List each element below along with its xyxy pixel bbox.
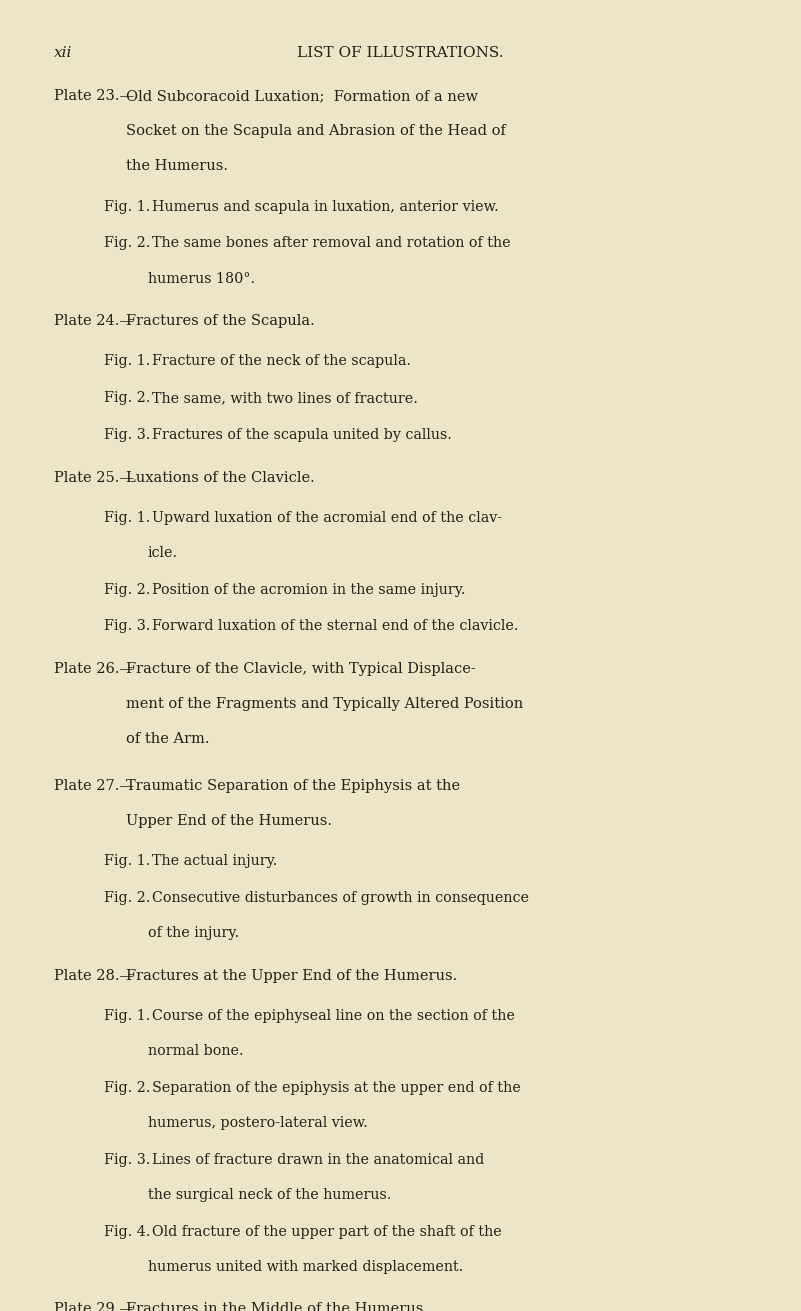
- Text: Plate 26.—: Plate 26.—: [54, 662, 134, 676]
- Text: Fig. 2.: Fig. 2.: [104, 582, 151, 597]
- Text: Lines of fracture drawn in the anatomical and: Lines of fracture drawn in the anatomica…: [152, 1152, 485, 1167]
- Text: Fig. 1.: Fig. 1.: [104, 853, 151, 868]
- Text: Fig. 2.: Fig. 2.: [104, 1080, 151, 1095]
- Text: Fig. 4.: Fig. 4.: [104, 1224, 151, 1239]
- Text: Fig. 3.: Fig. 3.: [104, 619, 151, 633]
- Text: Plate 23.—: Plate 23.—: [54, 89, 134, 104]
- Text: Consecutive disturbances of growth in consequence: Consecutive disturbances of growth in co…: [152, 890, 529, 905]
- Text: Fracture of the neck of the scapula.: Fracture of the neck of the scapula.: [152, 354, 412, 368]
- Text: Plate 29.—: Plate 29.—: [54, 1302, 134, 1311]
- Text: Fractures of the Scapula.: Fractures of the Scapula.: [126, 315, 315, 328]
- Text: Fig. 2.: Fig. 2.: [104, 890, 151, 905]
- Text: Plate 25.—: Plate 25.—: [54, 471, 134, 485]
- Text: Fig. 1.: Fig. 1.: [104, 1008, 151, 1023]
- Text: icle.: icle.: [148, 545, 178, 560]
- Text: Old Subcoracoid Luxation;  Formation of a new: Old Subcoracoid Luxation; Formation of a…: [126, 89, 478, 104]
- Text: Fracture of the Clavicle, with Typical Displace-: Fracture of the Clavicle, with Typical D…: [126, 662, 476, 676]
- Text: Fig. 1.: Fig. 1.: [104, 199, 151, 214]
- Text: xii: xii: [54, 46, 72, 60]
- Text: the Humerus.: the Humerus.: [126, 160, 228, 173]
- Text: Plate 24.—: Plate 24.—: [54, 315, 134, 328]
- Text: Fig. 2.: Fig. 2.: [104, 391, 151, 405]
- Text: humerus united with marked displacement.: humerus united with marked displacement.: [148, 1260, 463, 1274]
- Text: Traumatic Separation of the Epiphysis at the: Traumatic Separation of the Epiphysis at…: [126, 779, 460, 793]
- Text: Fractures at the Upper End of the Humerus.: Fractures at the Upper End of the Humeru…: [126, 969, 457, 983]
- Text: Fig. 1.: Fig. 1.: [104, 354, 151, 368]
- Text: ment of the Fragments and Typically Altered Position: ment of the Fragments and Typically Alte…: [126, 697, 523, 711]
- Text: Upward luxation of the acromial end of the clav-: Upward luxation of the acromial end of t…: [152, 511, 502, 524]
- Text: Socket on the Scapula and Abrasion of the Head of: Socket on the Scapula and Abrasion of th…: [126, 125, 506, 138]
- Text: Plate 28.—: Plate 28.—: [54, 969, 134, 983]
- Text: Course of the epiphyseal line on the section of the: Course of the epiphyseal line on the sec…: [152, 1008, 515, 1023]
- Text: The same bones after removal and rotation of the: The same bones after removal and rotatio…: [152, 236, 511, 250]
- Text: The actual injury.: The actual injury.: [152, 853, 278, 868]
- Text: Upper End of the Humerus.: Upper End of the Humerus.: [126, 814, 332, 827]
- Text: Fractures of the scapula united by callus.: Fractures of the scapula united by callu…: [152, 427, 453, 442]
- Text: Separation of the epiphysis at the upper end of the: Separation of the epiphysis at the upper…: [152, 1080, 521, 1095]
- Text: LIST OF ILLUSTRATIONS.: LIST OF ILLUSTRATIONS.: [297, 46, 504, 60]
- Text: humerus 180°.: humerus 180°.: [148, 271, 256, 286]
- Text: Fig. 1.: Fig. 1.: [104, 511, 151, 524]
- Text: humerus, postero-lateral view.: humerus, postero-lateral view.: [148, 1116, 368, 1130]
- Text: Fig. 3.: Fig. 3.: [104, 1152, 151, 1167]
- Text: Fig. 2.: Fig. 2.: [104, 236, 151, 250]
- Text: normal bone.: normal bone.: [148, 1044, 244, 1058]
- Text: Fig. 3.: Fig. 3.: [104, 427, 151, 442]
- Text: Plate 27.—: Plate 27.—: [54, 779, 134, 793]
- Text: The same, with two lines of fracture.: The same, with two lines of fracture.: [152, 391, 418, 405]
- Text: the surgical neck of the humerus.: the surgical neck of the humerus.: [148, 1188, 392, 1202]
- Text: Position of the acromion in the same injury.: Position of the acromion in the same inj…: [152, 582, 466, 597]
- Text: Humerus and scapula in luxation, anterior view.: Humerus and scapula in luxation, anterio…: [152, 199, 499, 214]
- Text: Old fracture of the upper part of the shaft of the: Old fracture of the upper part of the sh…: [152, 1224, 502, 1239]
- Text: Fractures in the Middle of the Humerus.: Fractures in the Middle of the Humerus.: [126, 1302, 428, 1311]
- Text: Forward luxation of the sternal end of the clavicle.: Forward luxation of the sternal end of t…: [152, 619, 519, 633]
- Text: of the injury.: of the injury.: [148, 926, 239, 940]
- Text: Luxations of the Clavicle.: Luxations of the Clavicle.: [126, 471, 315, 485]
- Text: of the Arm.: of the Arm.: [126, 733, 210, 746]
